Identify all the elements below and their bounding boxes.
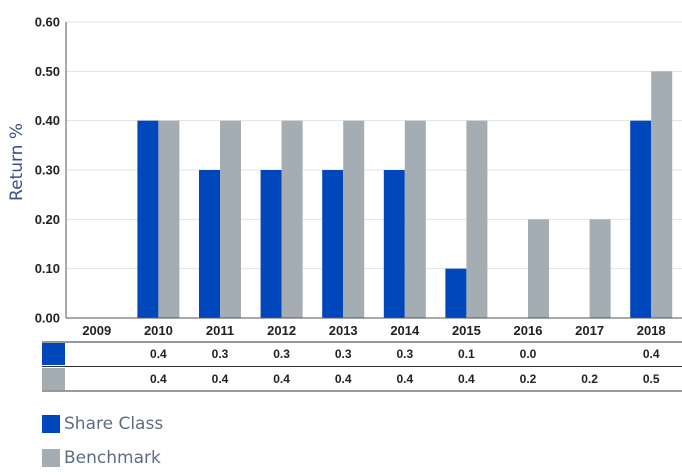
bar-benchmark[interactable]: [651, 71, 673, 318]
y-tick-label: 0.40: [35, 113, 60, 128]
table-cell: 0.5: [643, 372, 660, 386]
table-row-swatch-benchmark: [42, 368, 65, 390]
table-cell: 0.1: [458, 347, 475, 361]
x-tick-label: 2017: [575, 323, 604, 338]
table-cell: 0.3: [335, 347, 352, 361]
bar-benchmark[interactable]: [528, 219, 549, 318]
y-tick-labels: 0.00 0.10 0.20 0.30 0.40 0.50 0.60: [35, 15, 60, 326]
table-cell: 0.4: [150, 347, 167, 361]
return-bar-chart: 0.00 0.10 0.20 0.30 0.40 0.50 0.60 2009 2010 201…: [7, 15, 682, 392]
y-tick-label: 0.50: [35, 64, 60, 79]
data-table: 0.4 0.3 0.3 0.3 0.3 0.1 0.0 0.4 0.4 0.4 0.4 0.4 0.4 0…: [42, 341, 682, 392]
y-axis-label: Return %: [7, 123, 27, 201]
table-cell: 0.4: [150, 372, 167, 386]
x-tick-label: 2018: [637, 323, 666, 338]
x-tick-label: 2011: [206, 323, 234, 338]
table-cell: 0.4: [458, 372, 475, 386]
y-tick-label: 0.60: [35, 15, 60, 30]
bar-share-class[interactable]: [445, 268, 467, 318]
table-cell: 0.3: [273, 347, 290, 361]
x-tick-label: 2009: [82, 323, 111, 338]
y-tick-label: 0.10: [35, 261, 60, 276]
axes: [65, 22, 682, 319]
x-tick-label: 2016: [514, 323, 543, 338]
bar-benchmark[interactable]: [220, 120, 241, 319]
table-row-swatch-share-class: [42, 343, 65, 365]
x-tick-label: 2010: [144, 323, 173, 338]
bar-benchmark[interactable]: [158, 120, 180, 319]
bar-benchmark[interactable]: [589, 219, 611, 318]
table-cell: 0.4: [335, 372, 352, 386]
legend-label-benchmark: Benchmark: [64, 448, 161, 468]
legend-swatch-share-class: [42, 415, 60, 433]
x-tick-labels: 2009 2010 2011 2012 2013 2014 2015 2016 2017 2018: [82, 323, 665, 338]
table-cell: 0.4: [643, 347, 660, 361]
table-cell: 0.3: [396, 347, 413, 361]
bar-benchmark[interactable]: [404, 120, 426, 319]
legend-item-benchmark[interactable]: Benchmark: [42, 441, 163, 475]
x-tick-label: 2013: [329, 323, 358, 338]
x-tick-label: 2012: [267, 323, 296, 338]
table-cell: 0.4: [212, 372, 229, 386]
bar-share-class[interactable]: [137, 120, 159, 319]
bar-share-class[interactable]: [630, 120, 652, 319]
table-cell: 0.3: [212, 347, 229, 361]
table-cell: 0.4: [273, 372, 290, 386]
table-cell: 0.2: [581, 372, 598, 386]
y-tick-label: 0.30: [35, 163, 60, 178]
x-tick-label: 2015: [452, 323, 481, 338]
legend-item-share-class[interactable]: Share Class: [42, 407, 163, 441]
table-cell: 0.4: [396, 372, 413, 386]
y-tick-label: 0.20: [35, 212, 60, 227]
bar-benchmark[interactable]: [466, 120, 488, 319]
table-cell: 0.0: [520, 347, 537, 361]
bar-share-class[interactable]: [322, 170, 344, 318]
bar-share-class[interactable]: [199, 170, 220, 318]
x-tick-label: 2014: [390, 323, 420, 338]
bar-share-class[interactable]: [383, 170, 405, 318]
bar-benchmark[interactable]: [281, 120, 303, 319]
bar-share-class[interactable]: [260, 170, 282, 318]
legend: Share Class Benchmark: [42, 407, 163, 475]
legend-swatch-benchmark: [42, 449, 60, 467]
legend-label-share-class: Share Class: [64, 414, 164, 434]
table-cell: 0.2: [520, 372, 537, 386]
bar-benchmark[interactable]: [343, 120, 365, 319]
y-tick-label: 0.00: [35, 311, 60, 326]
bars: [137, 71, 673, 319]
